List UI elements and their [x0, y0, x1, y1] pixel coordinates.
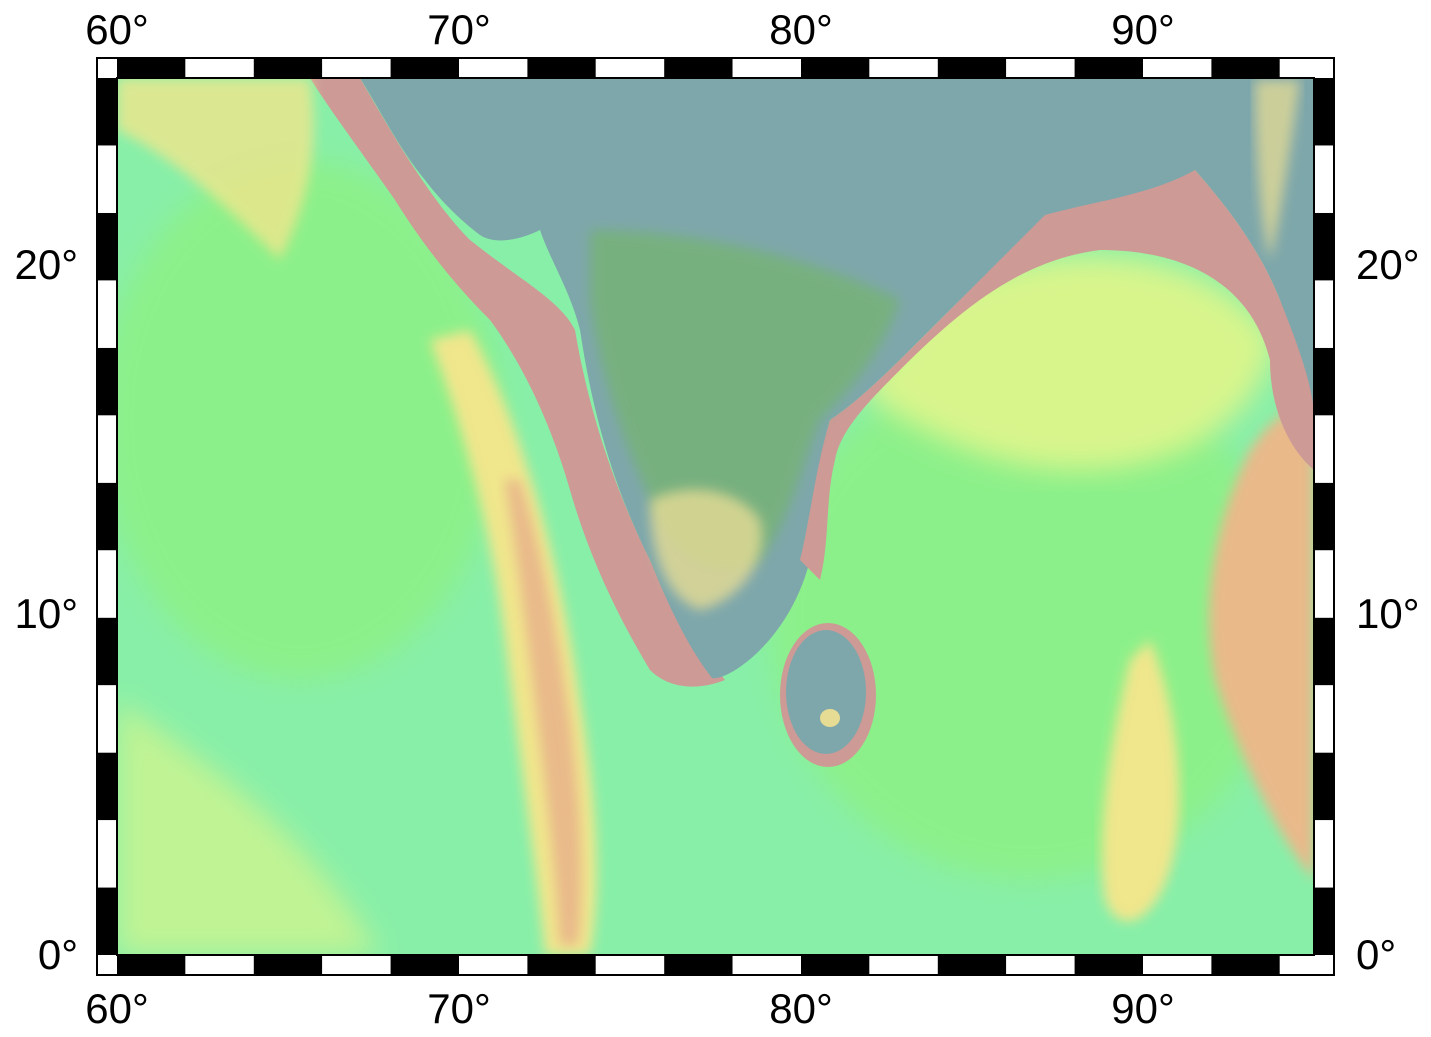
- andaman-margin: [1209, 400, 1314, 880]
- frame-segment-top: [322, 58, 391, 78]
- frame-segment-top: [1006, 58, 1075, 78]
- frame-segment-top: [1143, 58, 1212, 78]
- frame-segment-bottom: [322, 955, 391, 975]
- frame-segment-top: [253, 58, 323, 78]
- top-label-80: 80°: [769, 6, 833, 53]
- frame-segment-bottom: [664, 955, 733, 975]
- frame-inner-border: [116, 77, 1315, 956]
- frame-segment-right: [1314, 550, 1334, 618]
- arakan-yoma: [1255, 80, 1300, 260]
- frame-segment-right: [1314, 212, 1334, 281]
- frame-segment-right: [1314, 685, 1334, 753]
- frame-segment-bottom: [185, 955, 254, 975]
- frame-segment-left: [97, 78, 117, 146]
- frame-segment-top: [937, 58, 1007, 78]
- right-label-0: 0°: [1356, 931, 1396, 978]
- frame-segment-left: [97, 887, 117, 955]
- frame-segment-top: [117, 58, 186, 78]
- frame-segment-bottom: [1143, 955, 1212, 975]
- frame-segment-bottom: [1211, 955, 1280, 975]
- frame-segment-top: [527, 58, 596, 78]
- frame-segment-right: [1314, 887, 1334, 955]
- laccadive-ridge-core: [505, 480, 582, 945]
- sri-lanka-highlands: [820, 709, 840, 727]
- sri-lanka: [786, 630, 866, 754]
- left-label-10: 10°: [14, 590, 78, 637]
- frame-segment-right: [1314, 820, 1334, 888]
- frame-corner: [97, 58, 117, 78]
- axis-labels: 60° 70° 80° 90° 60° 70° 80° 90° 20° 10° …: [14, 6, 1419, 1032]
- frame-segment-bottom: [937, 955, 1007, 975]
- frame-segment-top: [732, 58, 801, 78]
- frame-segment-top: [664, 58, 733, 78]
- eastern-shelf: [800, 170, 1314, 580]
- ninetyeast-ridge: [1101, 640, 1180, 922]
- frame-segment-bottom: [527, 955, 596, 975]
- bottom-label-60: 60°: [85, 985, 149, 1032]
- frame-segment-right: [1314, 347, 1334, 416]
- frame-segment-left: [97, 347, 117, 416]
- frame-segment-bottom: [732, 955, 801, 975]
- frame-segment-bottom: [390, 955, 459, 975]
- frame-segment-bottom: [869, 955, 938, 975]
- western-shelf: [310, 78, 725, 687]
- frame-segment-left: [97, 280, 117, 348]
- frame-segment-bottom: [253, 955, 323, 975]
- frame-segment-left: [97, 415, 117, 483]
- frame-segment-top: [459, 58, 528, 78]
- nilgiri-highlands: [650, 489, 762, 610]
- frame-segment-top: [595, 58, 665, 78]
- right-label-10: 10°: [1356, 590, 1420, 637]
- frame-segment-top: [185, 58, 254, 78]
- bottom-label-90: 90°: [1111, 985, 1175, 1032]
- frame-segment-left: [97, 145, 117, 213]
- top-label-70: 70°: [427, 6, 491, 53]
- map-area[interactable]: [100, 78, 1314, 955]
- left-label-20: 20°: [14, 241, 78, 288]
- frame-segment-left: [97, 212, 117, 281]
- frame-segment-right: [1314, 617, 1334, 686]
- frame-segment-left: [97, 752, 117, 821]
- deccan-plateau: [590, 230, 900, 568]
- bottom-label-70: 70°: [427, 985, 491, 1032]
- frame-segment-bottom: [459, 955, 528, 975]
- left-label-0: 0°: [38, 931, 78, 978]
- frame-segment-bottom: [1074, 955, 1143, 975]
- frame-outer-border: [96, 57, 1335, 976]
- frame-segment-bottom: [117, 955, 186, 975]
- frame-segment-left: [97, 482, 117, 551]
- frame-segment-top: [1074, 58, 1143, 78]
- carlsberg-ridge-zone: [117, 700, 380, 955]
- bottom-label-80: 80°: [769, 985, 833, 1032]
- frame-corner: [1314, 955, 1334, 975]
- frame-segment-top: [1211, 58, 1280, 78]
- frame-segment-right: [1314, 752, 1334, 821]
- frame-segment-bottom: [595, 955, 665, 975]
- frame-segment-right: [1314, 145, 1334, 213]
- top-label-60: 60°: [85, 6, 149, 53]
- frame-corner: [1314, 58, 1334, 78]
- frame-corner: [97, 955, 117, 975]
- frame-segment-right: [1314, 78, 1334, 146]
- frame-segment-top: [869, 58, 938, 78]
- frame-segment-bottom: [1006, 955, 1075, 975]
- frame-segment-top: [390, 58, 459, 78]
- right-label-20: 20°: [1356, 241, 1420, 288]
- frame-segment-right: [1314, 280, 1334, 348]
- frame-segment-left: [97, 820, 117, 888]
- frame-segment-top: [801, 58, 870, 78]
- arabian-sea-plain: [117, 160, 500, 680]
- frame-segment-bottom: [1279, 955, 1314, 975]
- map-frame: [96, 57, 1335, 976]
- top-label-90: 90°: [1111, 6, 1175, 53]
- frame-segment-right: [1314, 415, 1334, 483]
- frame-segment-left: [97, 550, 117, 618]
- frame-segment-right: [1314, 482, 1334, 551]
- frame-segment-top: [1279, 58, 1314, 78]
- frame-segment-left: [97, 685, 117, 753]
- owen-fracture-zone: [117, 78, 314, 260]
- frame-segment-left: [97, 617, 117, 686]
- frame-segment-bottom: [801, 955, 870, 975]
